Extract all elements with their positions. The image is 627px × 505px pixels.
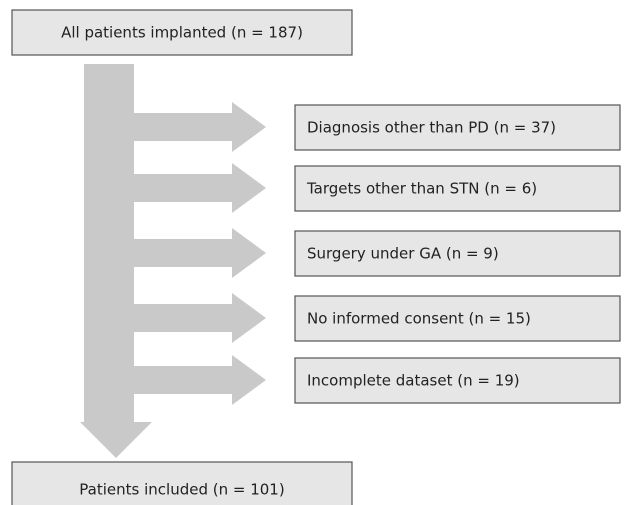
- exclusion-box: [294, 295, 621, 342]
- exclusion-box: [294, 165, 621, 212]
- side-arrow-shaft: [134, 366, 234, 394]
- main-arrow-head: [80, 422, 152, 458]
- bottom-box: [11, 461, 353, 505]
- bottom-label: Patients included (n = 101): [79, 481, 284, 499]
- exclusion-label: Targets other than STN (n = 6): [306, 180, 537, 198]
- side-arrow-head: [232, 228, 266, 278]
- side-arrow-head: [232, 293, 266, 343]
- side-arrow-shaft: [134, 174, 234, 202]
- exclusion-label: Incomplete dataset (n = 19): [307, 372, 520, 390]
- exclusion-boxes: Diagnosis other than PD (n = 37) Targets …: [294, 104, 621, 404]
- side-arrow-head: [232, 102, 266, 152]
- top-box: [11, 9, 353, 56]
- top-label: All patients implanted (n = 187): [61, 24, 303, 42]
- side-arrow-head: [232, 355, 266, 405]
- side-arrow-shaft: [134, 239, 234, 267]
- exclusion-label: No informed consent (n = 15): [307, 310, 531, 328]
- exclusion-box: [294, 357, 621, 404]
- exclusion-label: Surgery under GA (n = 9): [307, 245, 499, 263]
- side-arrow-shaft: [134, 304, 234, 332]
- exclusion-box: [294, 230, 621, 277]
- main-arrow-shaft: [84, 64, 134, 424]
- exclusion-label: Diagnosis other than PD (n = 37): [307, 119, 556, 137]
- side-arrows: [134, 102, 266, 405]
- exclusion-box: [294, 104, 621, 151]
- side-arrow-head: [232, 163, 266, 213]
- side-arrow-shaft: [134, 113, 234, 141]
